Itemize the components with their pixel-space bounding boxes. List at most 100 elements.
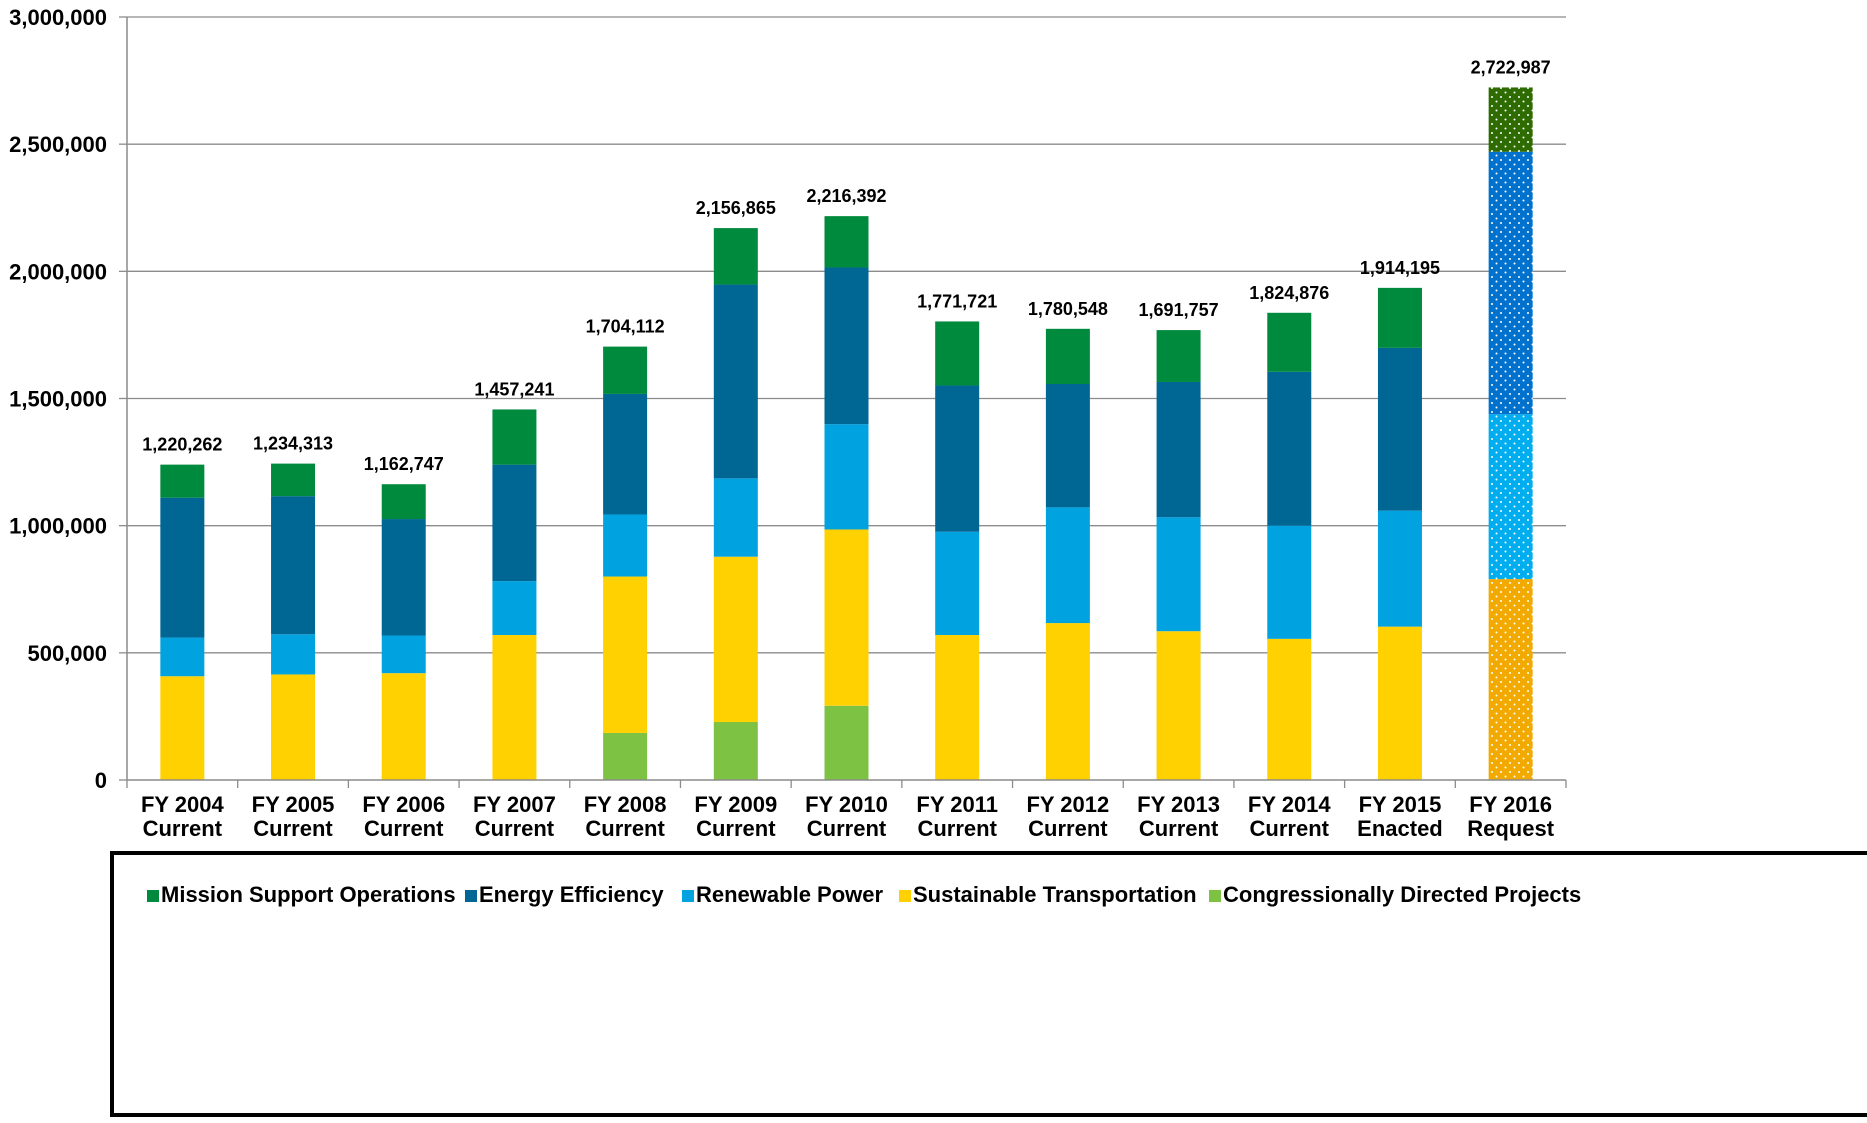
legend-swatch-congressionally-directed-projects: [1209, 890, 1221, 902]
bar-segment-renewable-power: [713, 478, 758, 557]
bar-segment-mission-support-operations: [381, 484, 426, 520]
legend-label-congressionally-directed-projects: Congressionally Directed Projects: [1223, 882, 1581, 907]
legend-box: [110, 851, 1867, 1117]
bar-segment-renewable-power: [160, 637, 205, 677]
bar-segment-sustainable-transportation: [271, 674, 316, 780]
bar-segment-mission-support-operations: [271, 463, 316, 497]
y-tick-label: 3,000,000: [9, 5, 107, 30]
legend-label-renewable-power: Renewable Power: [696, 882, 884, 907]
x-category-label: Current: [253, 816, 333, 841]
legend-swatch-renewable-power: [682, 890, 694, 902]
bar-total-label: 1,234,313: [253, 434, 333, 454]
bar-segment-energy-efficiency: [1488, 151, 1533, 415]
bar-segment-sustainable-transportation: [824, 529, 869, 706]
bar-segment-mission-support-operations: [603, 346, 648, 394]
x-category-label: FY 2004: [141, 792, 225, 817]
bar-segment-renewable-power: [492, 581, 537, 636]
x-category-label: Current: [585, 816, 665, 841]
bar-segment-congressionally-directed-projects: [824, 705, 869, 780]
bar-segment-renewable-power: [1045, 507, 1090, 624]
bar-segment-mission-support-operations: [1488, 87, 1533, 152]
x-category-label: FY 2012: [1026, 792, 1109, 817]
bar-total-label: 1,704,112: [586, 317, 665, 337]
x-category-label: FY 2016: [1469, 792, 1552, 817]
x-category-label: FY 2014: [1248, 792, 1332, 817]
bar-segment-renewable-power: [381, 635, 426, 674]
bar-total-label: 1,220,262: [142, 435, 222, 455]
bar-total-label: 1,914,195: [1360, 258, 1440, 278]
x-category-label: Current: [917, 816, 997, 841]
y-tick-label: 2,500,000: [9, 132, 107, 157]
x-category-label: Current: [1139, 816, 1219, 841]
y-tick-label: 2,000,000: [9, 259, 107, 284]
bar-total-label: 2,156,865: [696, 198, 776, 218]
legend-label-mission-support-operations: Mission Support Operations: [161, 882, 456, 907]
legend-label-sustainable-transportation: Sustainable Transportation: [913, 882, 1197, 907]
x-category-label: FY 2015: [1359, 792, 1442, 817]
bar-segment-sustainable-transportation: [492, 635, 537, 780]
bar-segment-renewable-power: [1488, 414, 1533, 580]
x-category-label: FY 2008: [584, 792, 667, 817]
bar-segment-sustainable-transportation: [935, 635, 980, 780]
legend-swatch-mission-support-operations: [147, 890, 159, 902]
bar-segment-renewable-power: [271, 634, 316, 675]
x-category-label: Enacted: [1357, 816, 1443, 841]
bar-segment-mission-support-operations: [824, 216, 869, 268]
bar-segment-mission-support-operations: [713, 228, 758, 285]
y-tick-label: 1,500,000: [9, 387, 107, 412]
x-category-label: Current: [1250, 816, 1330, 841]
y-tick-label: 1,000,000: [9, 514, 107, 539]
bar-segment-energy-efficiency: [160, 497, 205, 638]
legend-label-energy-efficiency: Energy Efficiency: [479, 882, 664, 907]
bar-segment-sustainable-transportation: [1488, 579, 1533, 780]
bar-total-label: 2,216,392: [806, 186, 886, 206]
x-category-label: Current: [364, 816, 444, 841]
x-category-label: FY 2005: [252, 792, 335, 817]
bar-segment-energy-efficiency: [824, 267, 869, 425]
bar-segment-sustainable-transportation: [1156, 631, 1201, 780]
bar-segment-energy-efficiency: [603, 393, 648, 515]
x-category-label: Current: [696, 816, 776, 841]
y-tick-label: 500,000: [27, 641, 107, 666]
bar-segment-renewable-power: [1377, 510, 1422, 627]
bar-segment-mission-support-operations: [1377, 287, 1422, 348]
bar-total-label: 1,824,876: [1249, 283, 1329, 303]
bar-segment-renewable-power: [1156, 517, 1201, 632]
bar-segment-energy-efficiency: [1267, 371, 1312, 526]
bar-segment-energy-efficiency: [935, 385, 980, 532]
bar-segment-renewable-power: [935, 531, 980, 636]
bar-segment-sustainable-transportation: [1267, 638, 1312, 780]
bar-segment-sustainable-transportation: [1045, 623, 1090, 780]
bar-segment-energy-efficiency: [271, 496, 316, 635]
bar-segment-sustainable-transportation: [603, 576, 648, 733]
bar-segment-congressionally-directed-projects: [713, 722, 758, 780]
bar-segment-mission-support-operations: [1267, 312, 1312, 372]
x-category-label: FY 2006: [362, 792, 445, 817]
bar-segment-renewable-power: [603, 514, 648, 577]
bar-segment-energy-efficiency: [381, 519, 426, 636]
bar-total-label: 1,771,721: [917, 291, 997, 311]
bar-segment-energy-efficiency: [713, 284, 758, 479]
bar-segment-sustainable-transportation: [381, 673, 426, 780]
bar-segment-mission-support-operations: [1156, 330, 1201, 382]
x-category-label: Current: [143, 816, 223, 841]
bar-total-label: 1,780,548: [1028, 299, 1108, 319]
legend: Mission Support Operations Energy Efficie…: [110, 851, 1867, 1117]
x-category-label: FY 2013: [1137, 792, 1220, 817]
bar-total-label: 1,691,757: [1139, 300, 1219, 320]
axes: 0 500,000 1,000,000 1,500,000 2,000,000 2,500…: [9, 5, 1567, 793]
bar-segment-energy-efficiency: [1156, 381, 1201, 518]
bar-segment-sustainable-transportation: [713, 556, 758, 723]
legend-swatch-energy-efficiency: [465, 890, 477, 902]
bar-segment-sustainable-transportation: [160, 676, 205, 780]
x-category-label: FY 2009: [694, 792, 777, 817]
x-category-label: Current: [807, 816, 887, 841]
bar-segment-mission-support-operations: [935, 321, 980, 386]
legend-swatch-sustainable-transportation: [899, 890, 911, 902]
bar-segment-renewable-power: [824, 424, 869, 530]
bar-segment-renewable-power: [1267, 525, 1312, 639]
x-category-label: Request: [1467, 816, 1554, 841]
